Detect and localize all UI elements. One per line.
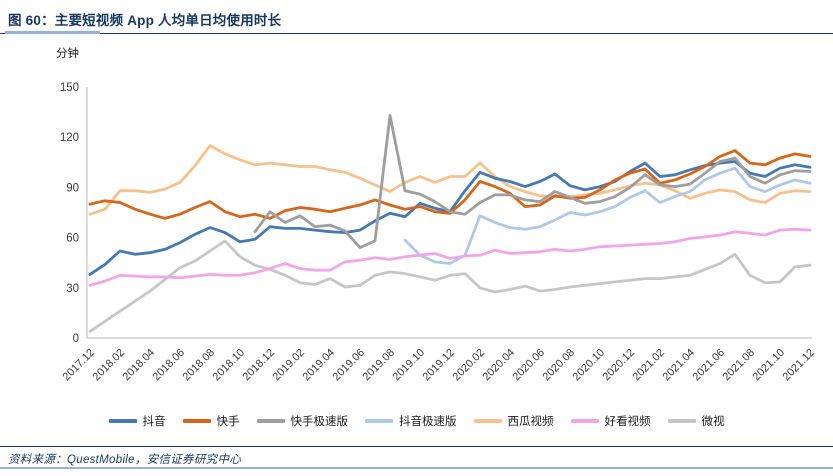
y-tick-label: 0: [73, 333, 79, 345]
x-tick-label: 2020.02: [451, 347, 488, 384]
legend-item-weishi: 微视: [667, 413, 725, 429]
legend-item-douyin-express: 抖音极速版: [365, 413, 457, 429]
x-tick-label: 2021.02: [631, 347, 668, 384]
x-tick-label: 2019.04: [301, 347, 338, 384]
legend-label: 快手极速版: [290, 416, 349, 428]
legend-swatch-kuaishou-express: [256, 419, 285, 423]
x-tick-label: 2019.08: [361, 347, 398, 384]
x-tick-label: 2020.12: [601, 347, 638, 384]
y-tick-label: 60: [66, 233, 79, 245]
x-tick-label: 2018.04: [121, 347, 158, 384]
series-line-xigua-video: [88, 144, 812, 216]
legend-swatch-weishi: [667, 419, 696, 423]
x-tick-label: 2020.08: [541, 347, 578, 384]
x-tick-label: 2018.02: [91, 347, 128, 384]
chart-legend: 抖音 快手 快手极速版 抖音极速版 西瓜视频 好看视频 微视: [0, 413, 833, 429]
x-tick-label: 2018.12: [241, 347, 278, 384]
x-tick-label: 2020.06: [511, 347, 548, 384]
legend-label: 好看视频: [604, 416, 651, 428]
x-tick-label: 2018.06: [151, 347, 188, 384]
series-line-kuaishou-express: [253, 114, 812, 250]
legend-label: 微视: [701, 416, 725, 428]
x-tick-label: 2021.04: [661, 347, 698, 384]
legend-label: 西瓜视频: [507, 416, 554, 428]
x-tick-label: 2020.04: [481, 347, 518, 384]
series-line-douyin-express: [403, 166, 812, 265]
x-tick-label: 2021.06: [691, 347, 728, 384]
legend-item-douyin: 抖音: [108, 413, 166, 429]
x-tick-label: 2018.10: [211, 347, 248, 384]
y-axis-unit-label: 分钟: [56, 48, 79, 60]
legend-label: 快手: [216, 416, 240, 428]
series-line-haokan-video: [88, 227, 812, 287]
legend-item-haokan-video: 好看视频: [570, 413, 651, 429]
legend-label: 抖音极速版: [399, 416, 457, 428]
x-tick-label: 2019.10: [391, 347, 428, 384]
y-tick-label: 150: [60, 82, 79, 94]
legend-swatch-kuaishou: [182, 419, 211, 423]
x-tick-label: 2021.12: [781, 347, 818, 384]
x-tick-label: 2018.08: [181, 347, 218, 384]
y-tick-label: 30: [66, 283, 79, 295]
title-underline-accent: [5, 31, 100, 34]
series-line-weishi: [88, 239, 812, 333]
legend-item-kuaishou-express: 快手极速版: [256, 413, 349, 429]
y-tick-label: 120: [60, 132, 79, 144]
footer-rule-bottom: [0, 467, 833, 469]
x-tick-label: 2019.02: [271, 347, 308, 384]
legend-swatch-douyin-express: [365, 419, 393, 423]
x-tick-label: 2021.10: [751, 347, 788, 384]
legend-swatch-haokan-video: [570, 419, 599, 423]
legend-swatch-xigua-video: [473, 419, 502, 423]
footer-rule-top: [0, 446, 833, 447]
legend-label: 抖音: [142, 416, 166, 428]
y-tick-label: 90: [66, 182, 79, 194]
title-underline: [0, 33, 833, 34]
series-line-kuaishou: [88, 149, 812, 220]
figure-title: 图 60：主要短视频 App 人均单日均使用时长: [8, 13, 282, 28]
x-tick-label: 2017.12: [61, 347, 98, 384]
x-tick-label: 2019.06: [331, 347, 368, 384]
x-tick-label: 2021.08: [721, 347, 758, 384]
x-tick-label: 2020.10: [571, 347, 608, 384]
legend-swatch-douyin: [108, 419, 137, 423]
source-note: 资料来源：QuestMobile，安信证券研究中心: [8, 454, 242, 466]
x-tick-label: 2019.12: [421, 347, 458, 384]
legend-item-kuaishou: 快手: [182, 413, 240, 429]
legend-item-xigua-video: 西瓜视频: [473, 413, 554, 429]
